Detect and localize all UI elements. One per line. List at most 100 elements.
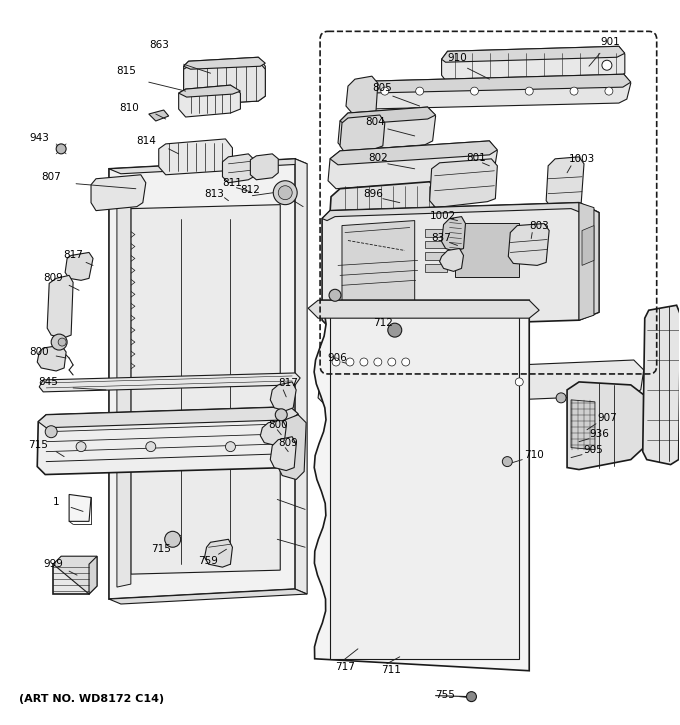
Polygon shape (158, 139, 233, 175)
Text: (ART NO. WD8172 C14): (ART NO. WD8172 C14) (19, 694, 165, 704)
Text: 812: 812 (241, 185, 260, 195)
Circle shape (570, 87, 578, 95)
Polygon shape (321, 348, 426, 378)
Text: 910: 910 (447, 53, 467, 63)
Text: 805: 805 (372, 83, 392, 93)
Text: 817: 817 (63, 250, 83, 260)
Text: 1002: 1002 (430, 210, 456, 220)
Text: 801: 801 (466, 153, 486, 163)
Polygon shape (314, 300, 529, 671)
Polygon shape (579, 203, 594, 320)
Polygon shape (109, 159, 295, 599)
Polygon shape (131, 204, 280, 574)
Polygon shape (342, 220, 415, 318)
Circle shape (415, 87, 424, 95)
Text: 905: 905 (583, 444, 602, 455)
Text: 999: 999 (44, 559, 63, 569)
Text: 755: 755 (436, 689, 456, 700)
Circle shape (329, 289, 341, 302)
Polygon shape (441, 46, 625, 62)
Circle shape (374, 358, 382, 366)
Polygon shape (109, 589, 307, 604)
Polygon shape (65, 252, 93, 281)
Polygon shape (37, 345, 66, 371)
Bar (477, 375, 492, 387)
Text: 712: 712 (373, 318, 393, 328)
Polygon shape (362, 74, 631, 109)
Bar (358, 375, 373, 387)
Polygon shape (330, 182, 438, 220)
Polygon shape (582, 225, 594, 265)
Circle shape (525, 87, 533, 95)
Bar (424, 252, 447, 260)
Text: 896: 896 (363, 188, 383, 199)
Text: 837: 837 (432, 233, 452, 243)
Circle shape (146, 442, 156, 452)
Text: 802: 802 (368, 153, 388, 163)
Circle shape (605, 87, 613, 95)
Text: 936: 936 (589, 428, 609, 439)
Circle shape (273, 181, 297, 204)
Polygon shape (109, 159, 307, 174)
Text: 809: 809 (44, 273, 63, 283)
Text: 800: 800 (269, 420, 288, 430)
Polygon shape (322, 203, 599, 328)
Text: 804: 804 (365, 117, 385, 127)
Text: 1: 1 (53, 497, 60, 507)
Polygon shape (338, 107, 436, 151)
Circle shape (58, 338, 66, 346)
Text: 710: 710 (524, 450, 544, 460)
Polygon shape (346, 76, 378, 117)
Polygon shape (278, 415, 306, 479)
Circle shape (381, 87, 389, 95)
Polygon shape (509, 223, 549, 265)
Polygon shape (295, 159, 307, 594)
Text: 810: 810 (119, 103, 139, 113)
Polygon shape (322, 203, 599, 220)
Circle shape (471, 87, 479, 95)
Polygon shape (330, 310, 520, 659)
Polygon shape (270, 436, 296, 471)
Text: 906: 906 (327, 353, 347, 363)
Circle shape (56, 144, 66, 154)
Bar (424, 265, 447, 273)
Text: 800: 800 (29, 347, 49, 357)
Polygon shape (430, 159, 497, 207)
Circle shape (346, 358, 354, 366)
Text: 943: 943 (29, 133, 49, 143)
Polygon shape (149, 110, 169, 121)
Polygon shape (184, 57, 265, 105)
Polygon shape (53, 556, 97, 594)
Bar (497, 375, 512, 387)
Text: 817: 817 (278, 378, 298, 388)
Circle shape (402, 358, 410, 366)
Circle shape (360, 358, 368, 366)
Polygon shape (441, 217, 466, 252)
Circle shape (275, 409, 287, 420)
Text: 845: 845 (38, 377, 58, 387)
Bar (438, 375, 452, 387)
Text: 901: 901 (600, 37, 619, 47)
Text: 717: 717 (335, 662, 355, 672)
Polygon shape (91, 175, 146, 211)
Circle shape (388, 358, 396, 366)
Polygon shape (439, 249, 464, 271)
Circle shape (165, 531, 181, 547)
Circle shape (466, 692, 477, 702)
Polygon shape (441, 46, 625, 83)
Polygon shape (546, 157, 584, 209)
Text: 807: 807 (41, 172, 61, 182)
Text: 811: 811 (222, 178, 242, 188)
Circle shape (51, 334, 67, 350)
Polygon shape (222, 154, 256, 183)
Bar (424, 241, 447, 249)
Polygon shape (205, 539, 233, 567)
Polygon shape (318, 360, 644, 408)
Polygon shape (340, 107, 436, 125)
Circle shape (556, 393, 566, 403)
Text: 1003: 1003 (569, 154, 595, 164)
Text: 814: 814 (136, 136, 156, 146)
Bar (458, 375, 473, 387)
Polygon shape (184, 57, 265, 69)
Text: 759: 759 (199, 556, 218, 566)
